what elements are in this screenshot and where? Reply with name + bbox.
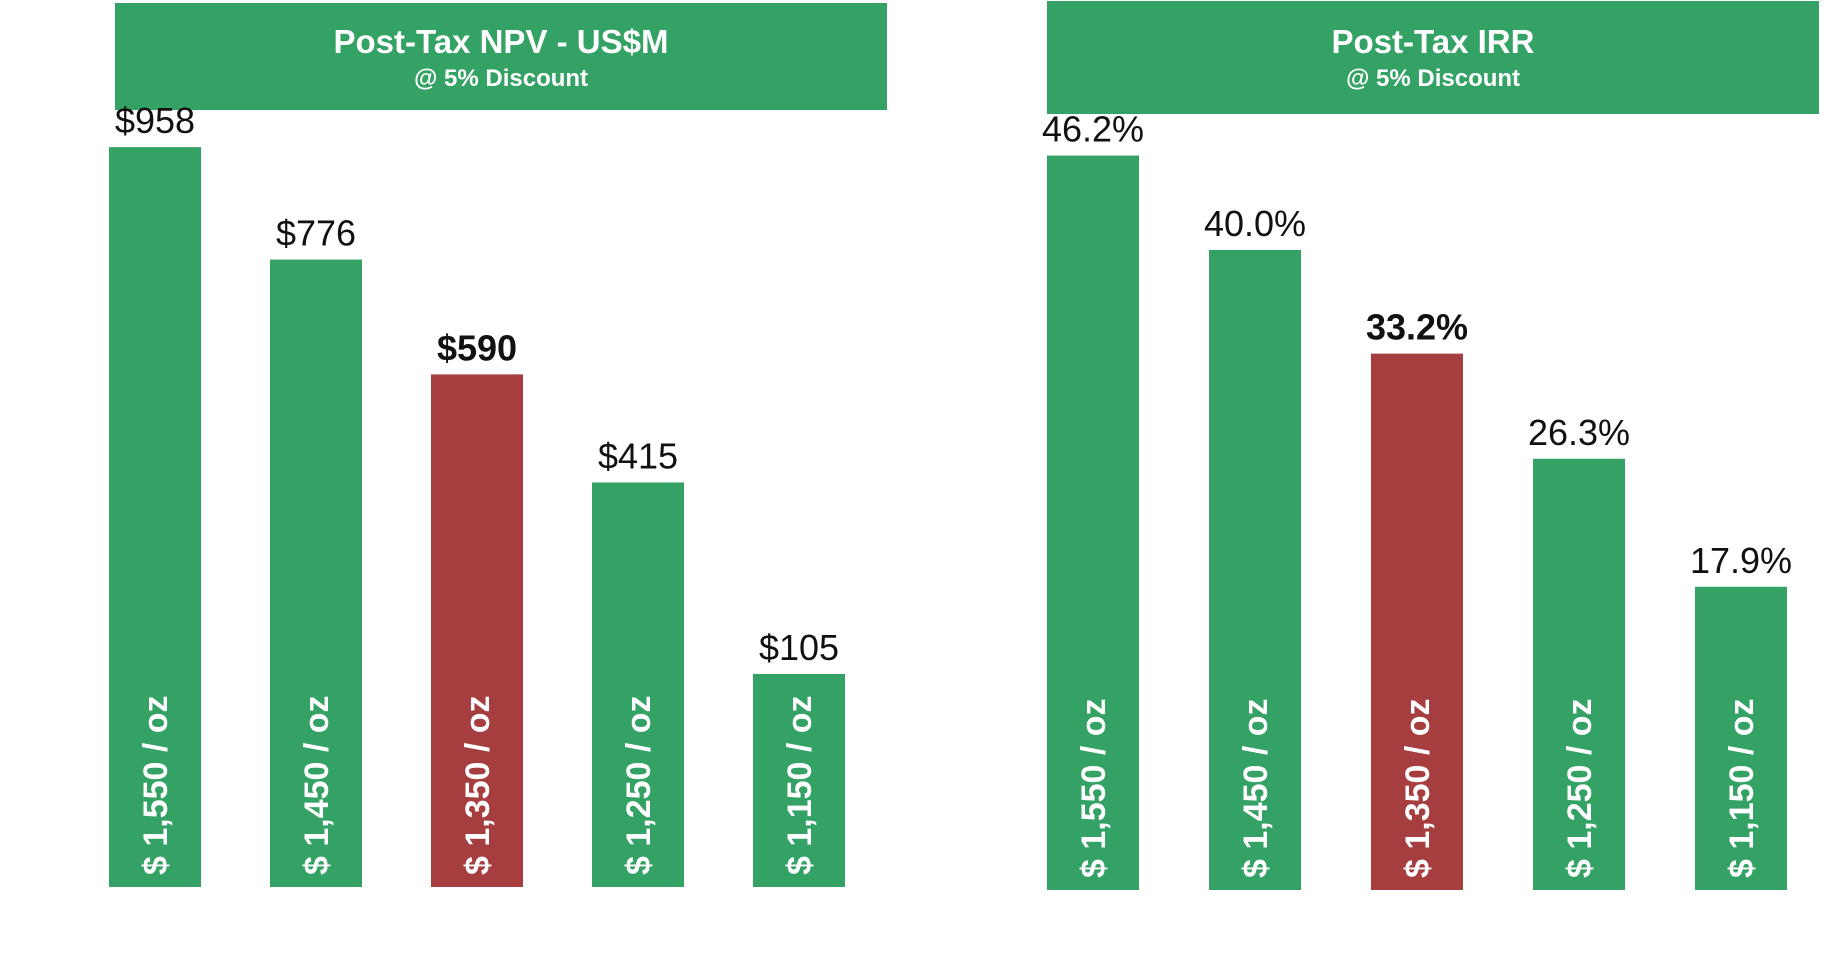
category-label-4: $ 1,150 / oz	[1723, 698, 1761, 878]
value-label-2: $590	[437, 327, 517, 368]
category-label-2: $ 1,350 / oz	[1399, 698, 1437, 878]
bar-3	[592, 482, 684, 887]
value-label-4: 17.9%	[1690, 540, 1792, 581]
irr-chart-plot: 46.2% $ 1,550 / oz 40.0% $ 1,450 / oz 33.2% $…	[1042, 109, 1792, 891]
npv-chart-plot: $958 $ 1,550 / oz $776 $ 1,450 / oz $590 $ 1,…	[109, 100, 845, 888]
category-label-1: $ 1,450 / oz	[1237, 698, 1275, 878]
bar-0	[109, 147, 201, 887]
value-label-4: $105	[759, 627, 839, 668]
npv-chart-title: Post-Tax NPV - US$M	[333, 23, 669, 60]
category-label-3: $ 1,250 / oz	[620, 695, 658, 875]
npv-chart-header: Post-Tax NPV - US$M @ 5% Discount	[115, 3, 887, 110]
value-label-1: $776	[276, 213, 356, 254]
value-label-1: 40.0%	[1204, 203, 1306, 244]
category-label-4: $ 1,150 / oz	[781, 695, 819, 875]
irr-chart-subtitle: @ 5% Discount	[1345, 65, 1521, 92]
value-label-0: 46.2%	[1042, 109, 1144, 150]
value-label-3: $415	[598, 435, 678, 476]
npv-chart: Post-Tax NPV - US$M @ 5% Discount $958 $ …	[0, 0, 913, 968]
category-label-0: $ 1,550 / oz	[137, 695, 175, 875]
bar-1	[270, 259, 362, 887]
category-label-3: $ 1,250 / oz	[1561, 698, 1599, 878]
value-label-0: $958	[115, 100, 195, 141]
category-label-1: $ 1,450 / oz	[298, 695, 336, 875]
value-label-3: 26.3%	[1528, 412, 1630, 453]
irr-chart-header: Post-Tax IRR @ 5% Discount	[1047, 1, 1819, 114]
bar-0	[1047, 155, 1139, 890]
bar-2	[431, 374, 523, 888]
bar-3	[1533, 458, 1625, 890]
irr-chart-title: Post-Tax IRR	[1331, 23, 1535, 60]
value-label-2: 33.2%	[1366, 307, 1468, 348]
bar-4	[753, 673, 845, 887]
category-label-0: $ 1,550 / oz	[1075, 698, 1113, 878]
bar-4	[1695, 586, 1787, 890]
irr-chart: Post-Tax IRR @ 5% Discount 46.2% $ 1,550 …	[914, 0, 1827, 968]
npv-chart-subtitle: @ 5% Discount	[413, 65, 589, 92]
bar-2	[1371, 353, 1463, 891]
bar-1	[1209, 250, 1301, 890]
category-label-2: $ 1,350 / oz	[459, 695, 497, 875]
